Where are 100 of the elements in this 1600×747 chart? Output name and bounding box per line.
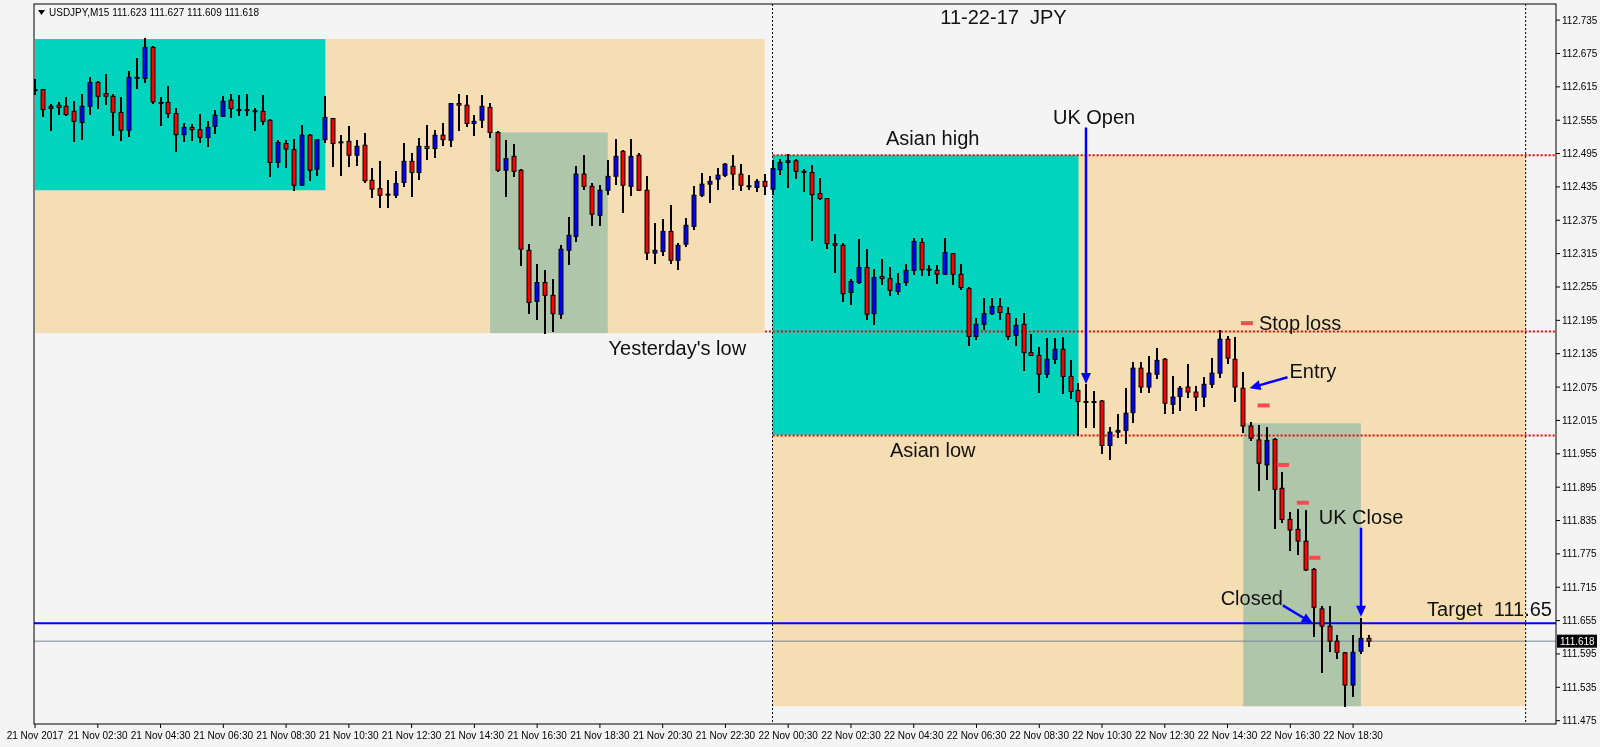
candlestick xyxy=(377,160,383,208)
candlestick xyxy=(950,252,956,285)
candlestick xyxy=(1146,356,1152,393)
candlestick xyxy=(785,154,791,188)
x-tick-label: 21 Nov 12:30 xyxy=(381,730,442,741)
candlestick xyxy=(205,121,211,147)
x-tick-label: 22 Nov 16:30 xyxy=(1260,730,1321,741)
x-tick-label: 22 Nov 04:30 xyxy=(883,730,944,741)
ref-line-label: 111.618 xyxy=(1560,636,1596,648)
candlestick xyxy=(895,273,901,295)
candlestick xyxy=(1138,362,1144,393)
y-tick-label: 111.895 xyxy=(1562,481,1598,493)
candlestick xyxy=(809,165,815,241)
candlestick xyxy=(981,298,987,331)
candlestick xyxy=(79,94,85,140)
candlestick xyxy=(762,174,768,195)
x-tick-label: 22 Nov 10:30 xyxy=(1072,730,1133,741)
candlestick xyxy=(997,298,1003,320)
candlestick xyxy=(958,264,964,291)
candlestick xyxy=(793,158,799,180)
x-tick-label: 22 Nov 02:30 xyxy=(821,730,882,741)
candlestick xyxy=(746,175,752,191)
candlestick xyxy=(1044,337,1050,378)
candlestick xyxy=(1091,390,1097,428)
candlestick xyxy=(479,95,485,129)
ref-line-label: Asian high xyxy=(886,127,980,150)
candlestick xyxy=(1005,306,1011,340)
candlestick xyxy=(1107,427,1113,461)
candlestick xyxy=(699,173,705,198)
x-tick-label: 22 Nov 08:30 xyxy=(1009,730,1070,741)
y-tick-label: 112.195 xyxy=(1562,314,1598,326)
x-tick-label: 21 Nov 04:30 xyxy=(130,730,191,741)
x-tick-label: 21 Nov 18:30 xyxy=(570,730,631,741)
ref-line-label: Asian low xyxy=(889,439,977,462)
candlestick xyxy=(1185,364,1191,398)
chart-subtitle: USDJPY,M15 111.623 111.627 111.609 111.618 xyxy=(49,7,260,18)
candlestick xyxy=(1115,414,1121,439)
candlestick xyxy=(244,94,250,116)
x-tick-label: 21 Nov 10:30 xyxy=(319,730,380,741)
candlestick xyxy=(354,140,360,167)
annotation: UK Open xyxy=(1052,105,1136,128)
candlestick xyxy=(236,95,242,116)
candlestick xyxy=(220,95,226,118)
x-tick-label: 21 Nov 06:30 xyxy=(193,730,254,741)
y-tick-label: 112.255 xyxy=(1562,281,1598,293)
candlestick xyxy=(542,270,548,335)
y-tick-label: 112.315 xyxy=(1562,248,1598,260)
candlestick xyxy=(550,279,556,333)
y-tick-label: 112.015 xyxy=(1562,414,1598,426)
x-tick-label: 21 Nov 14:30 xyxy=(444,730,505,741)
annotation: Stop loss xyxy=(1258,312,1342,335)
x-tick-label: 21 Nov 2017 xyxy=(6,730,64,741)
candlestick xyxy=(1295,508,1301,555)
candlestick xyxy=(1083,383,1089,428)
annotation: Closed xyxy=(1220,587,1283,610)
candlestick xyxy=(71,100,77,143)
candlestick xyxy=(879,259,885,286)
y-tick-label: 112.435 xyxy=(1562,181,1598,193)
candlestick xyxy=(1154,348,1160,380)
candlestick xyxy=(212,110,218,134)
candlestick xyxy=(95,81,101,109)
candlestick xyxy=(1013,318,1019,347)
candlestick xyxy=(856,238,862,284)
x-tick-label: 22 Nov 12:30 xyxy=(1135,730,1195,741)
candlestick xyxy=(887,266,893,297)
candlestick xyxy=(1225,336,1231,365)
candlestick xyxy=(730,155,736,190)
y-tick-label: 112.615 xyxy=(1562,81,1598,93)
x-tick-label: 21 Nov 16:30 xyxy=(507,730,568,741)
candlestick xyxy=(660,219,666,257)
candlestick xyxy=(1201,377,1207,407)
y-tick-label: 112.555 xyxy=(1562,114,1598,126)
candlestick xyxy=(707,176,713,204)
x-tick-label: 22 Nov 18:30 xyxy=(1323,730,1384,741)
x-tick-label: 22 Nov 14:30 xyxy=(1197,730,1258,741)
candlestick xyxy=(456,94,462,131)
chart-title: 11-22-17 JPY xyxy=(940,6,1067,28)
y-tick-label: 111.655 xyxy=(1562,615,1598,627)
y-tick-label: 111.475 xyxy=(1562,715,1598,727)
annotation: Entry xyxy=(1289,360,1337,383)
y-tick-label: 112.675 xyxy=(1562,47,1598,59)
y-tick-label: 112.135 xyxy=(1562,348,1598,360)
candlestick xyxy=(393,170,399,199)
candlestick xyxy=(1287,512,1293,551)
candlestick xyxy=(1319,606,1325,674)
candlestick xyxy=(683,218,689,248)
candlestick xyxy=(252,107,258,131)
candlestick xyxy=(1209,358,1215,389)
candlestick xyxy=(228,94,234,118)
candlestick xyxy=(1052,338,1058,364)
candlestick xyxy=(534,264,540,321)
candlestick xyxy=(40,88,46,117)
candlestick xyxy=(903,264,909,287)
y-tick-label: 112.495 xyxy=(1562,148,1598,160)
candlestick xyxy=(118,96,124,141)
candlestick xyxy=(605,160,611,196)
candlestick xyxy=(48,103,54,132)
y-tick-label: 112.375 xyxy=(1562,214,1598,226)
candlestick xyxy=(581,155,587,190)
y-tick-label: 111.535 xyxy=(1562,681,1598,693)
